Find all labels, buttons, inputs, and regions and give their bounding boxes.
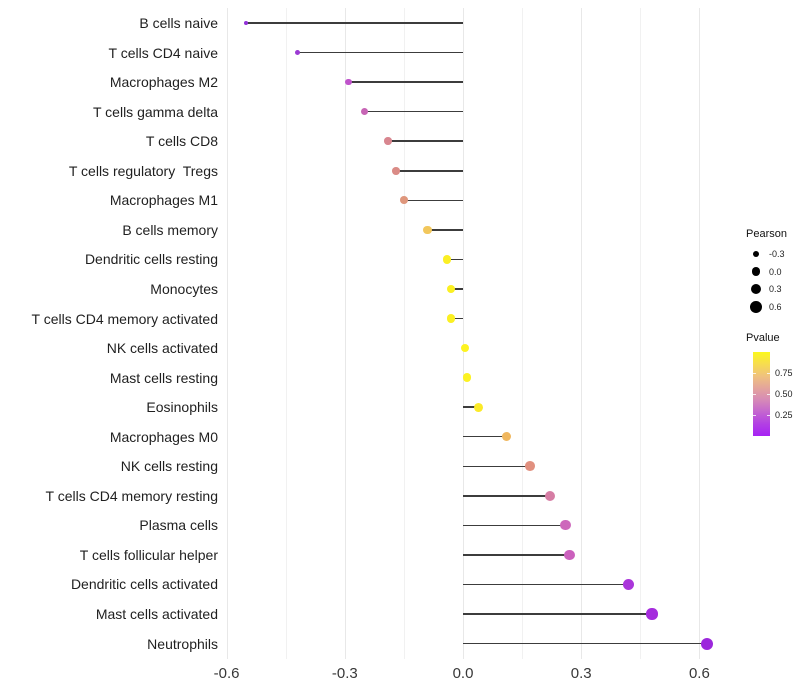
- legend-pearson-title: Pearson: [746, 228, 787, 240]
- lollipop-stem: [348, 81, 463, 83]
- data-point-dot: [501, 432, 512, 442]
- category-label: Dendritic cells resting: [84, 251, 218, 268]
- category-label: T cells CD4 naive: [108, 44, 218, 61]
- data-point-dot: [294, 49, 301, 56]
- legend-pvalue-tick-label: 0.75: [775, 368, 793, 378]
- lollipop-stem: [463, 495, 550, 497]
- data-point-dot: [446, 314, 456, 323]
- legend-pvalue-tick-label: 0.50: [775, 389, 793, 399]
- lollipop-stem: [403, 199, 463, 202]
- lollipop-stem: [463, 465, 530, 467]
- category-label: Plasma cells: [139, 517, 218, 534]
- category-label: T cells CD4 memory activated: [31, 310, 218, 327]
- lollipop-stem: [463, 613, 653, 615]
- data-point-dot: [622, 578, 634, 590]
- category-label: NK cells activated: [106, 340, 218, 357]
- lollipop-stem: [246, 22, 463, 24]
- legend-pvalue-tick-mark: [767, 394, 770, 395]
- data-point-dot: [525, 461, 535, 472]
- category-label: T cells regulatory Tregs: [68, 162, 218, 179]
- x-axis-tick-label: 0.3: [570, 665, 592, 682]
- lollipop-stem: [463, 524, 566, 527]
- data-point-dot: [400, 196, 408, 205]
- data-point-dot: [392, 166, 400, 175]
- legend-size-value: 0.3: [769, 284, 782, 295]
- category-label: B cells naive: [139, 15, 218, 31]
- lollipop-stem: [463, 554, 570, 556]
- category-label: Macrophages M2: [109, 74, 218, 91]
- category-label: B cells memory: [122, 221, 218, 238]
- data-point-dot: [460, 343, 470, 353]
- minor-gridline: [403, 8, 405, 659]
- legend-size-value: 0.0: [769, 266, 782, 277]
- category-label: Neutrophils: [147, 635, 218, 652]
- legend-pvalue-tick-mark: [767, 415, 770, 416]
- category-label: Monocytes: [150, 280, 218, 297]
- data-point-dot: [646, 608, 658, 620]
- category-label: Eosinophils: [146, 399, 218, 416]
- data-point-dot: [544, 490, 555, 501]
- legend-pvalue-tick-mark: [753, 373, 756, 374]
- legend-size-value: -0.3: [769, 249, 785, 259]
- legend-size-dot: [751, 267, 761, 276]
- data-point-dot: [244, 21, 249, 25]
- legend-pvalue-title: Pvalue: [746, 332, 780, 344]
- data-point-dot: [564, 549, 575, 561]
- x-axis-tick-label: 0.6: [688, 665, 710, 682]
- lollipop-stem: [447, 258, 463, 261]
- x-axis-tick-label: -0.6: [213, 665, 240, 682]
- major-gridline: [226, 8, 228, 659]
- category-label: T cells gamma delta: [92, 103, 218, 120]
- category-label: Mast cells activated: [95, 606, 218, 622]
- category-label: T cells CD4 memory resting: [45, 487, 218, 504]
- data-point-dot: [462, 373, 472, 382]
- lollipop-stem: [297, 51, 463, 54]
- major-gridline: [581, 8, 583, 659]
- category-label: Macrophages M0: [109, 428, 218, 445]
- data-point-dot: [384, 137, 392, 145]
- pvalue-colorbar: [753, 352, 770, 436]
- lollipop-stem: [463, 642, 708, 645]
- major-gridline: [463, 8, 464, 659]
- lollipop-stem: [463, 435, 507, 438]
- lollipop-stem: [463, 406, 479, 408]
- category-label: T cells CD8: [145, 133, 218, 150]
- category-label: NK cells resting: [120, 458, 218, 475]
- legend-pvalue-tick-mark: [767, 373, 770, 374]
- data-point-dot: [345, 78, 353, 86]
- legend-pvalue-tick-mark: [753, 394, 756, 395]
- lollipop-stem: [388, 140, 463, 142]
- data-point-dot: [423, 225, 432, 234]
- x-axis-tick-label: -0.3: [331, 665, 358, 682]
- data-point-dot: [361, 108, 368, 116]
- lollipop-stem: [364, 110, 463, 113]
- minor-gridline: [285, 8, 287, 659]
- x-axis-tick-label: 0.0: [452, 665, 474, 682]
- data-point-dot: [446, 284, 456, 294]
- legend-size-dot: [750, 300, 762, 313]
- category-label: Mast cells resting: [109, 369, 218, 386]
- category-label: Dendritic cells activated: [70, 576, 218, 593]
- legend-size-dot: [752, 250, 760, 258]
- lollipop-stem: [463, 583, 629, 586]
- minor-gridline: [640, 8, 642, 659]
- legend-pvalue-tick-mark: [753, 415, 756, 416]
- category-label: Macrophages M1: [109, 192, 218, 209]
- category-label: T cells follicular helper: [79, 546, 218, 563]
- data-point-dot: [443, 255, 452, 264]
- data-point-dot: [560, 520, 571, 531]
- major-gridline: [699, 8, 701, 659]
- lollipop-stem: [396, 170, 463, 172]
- data-point-dot: [474, 402, 484, 412]
- lollipop-stem: [451, 288, 463, 290]
- legend-size-value: 0.6: [769, 301, 782, 312]
- minor-gridline: [522, 8, 524, 659]
- legend-size-dot: [750, 283, 762, 295]
- lollipop-stem: [427, 229, 463, 231]
- major-gridline: [344, 8, 346, 659]
- lollipop-stem: [451, 317, 463, 320]
- legend-pvalue-tick-label: 0.25: [775, 410, 793, 420]
- data-point-dot: [701, 637, 714, 650]
